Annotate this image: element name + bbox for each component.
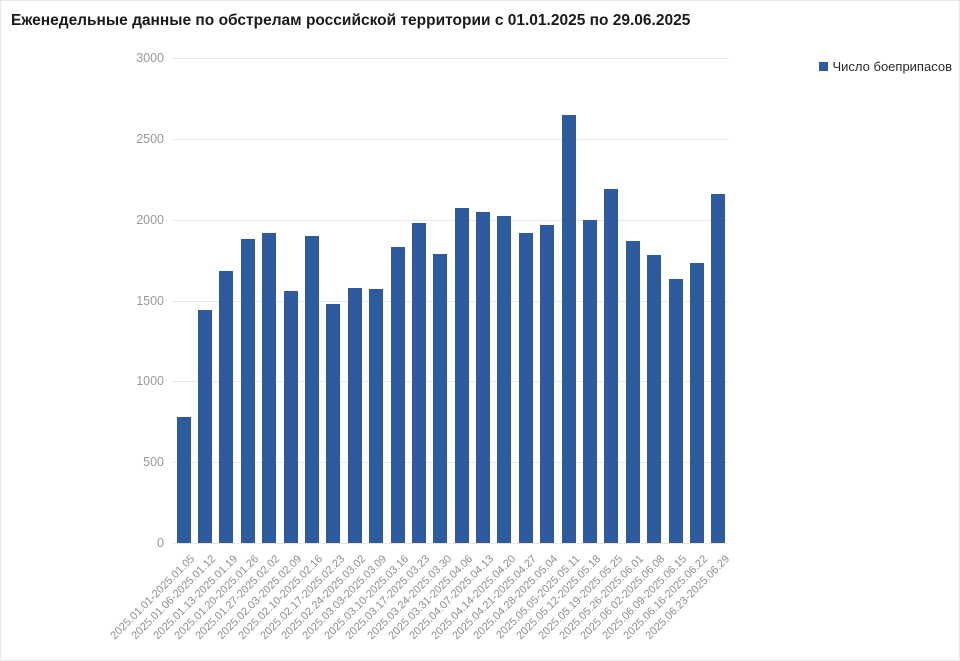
bar-2025.04.28-2025.05.04 (540, 224, 555, 543)
gridline (173, 138, 729, 140)
bar-2025.02.10-2025.02.16 (305, 235, 319, 543)
gridline (173, 543, 729, 544)
bar-2025.01.13-2025.01.19 (219, 271, 234, 543)
bar-2025.03.03-2025.03.09 (369, 289, 384, 543)
gridline (173, 381, 729, 383)
bar-2025.04.07-2025.04.13 (476, 211, 491, 543)
bar-2025.02.17-2025.02.23 (326, 303, 341, 543)
y-axis-tick-label: 2500 (136, 131, 164, 146)
bar-2025.01.06-2025.01.12 (198, 310, 213, 543)
bar-2025.03.31-2025.04.06 (454, 208, 469, 543)
y-axis-tick-label: 1000 (136, 374, 164, 389)
bar-2025.01.20-2025.01.26 (240, 239, 255, 543)
bar-2025.03.17-2025.03.23 (411, 222, 426, 543)
gridline (173, 462, 729, 464)
bar-2025.06.23-2025.06.29 (711, 193, 726, 543)
y-axis-tick-label: 2000 (136, 212, 164, 227)
y-axis-tick-label: 500 (143, 455, 164, 470)
y-axis-tick-label: 3000 (136, 51, 164, 65)
y-axis-tick-label: 1500 (136, 293, 164, 308)
gridline (173, 58, 729, 59)
bar-2025.06.09-2025.06.15 (668, 279, 683, 543)
bar-2025.04.14-2025.04.20 (497, 216, 512, 543)
y-axis-tick-label: 0 (157, 536, 164, 550)
gridline (173, 300, 729, 302)
gridline (173, 219, 729, 221)
bar-2025.05.19-2025.05.25 (604, 188, 619, 543)
bar-2025.06.16-2025.06.22 (689, 263, 704, 543)
bar-2025.03.24-2025.03.30 (433, 253, 448, 543)
legend-swatch-icon (818, 62, 828, 71)
bar-2025.02.24-2025.03.02 (347, 287, 362, 543)
bar-2025.04.21-2025.04.27 (518, 232, 533, 543)
legend: Число боеприпасов (818, 59, 953, 74)
legend-label: Число боеприпасов (832, 59, 953, 74)
bar-2025.06.02-2025.06.08 (647, 255, 662, 543)
bar-2025.03.10-2025.03.16 (390, 247, 405, 543)
bar-2025.05.12-2025.05.18 (583, 219, 597, 543)
bar-2025.05.26-2025.06.01 (625, 240, 640, 543)
bar-2025.01.01-2025.01.05 (176, 416, 191, 543)
bar-2025.01.27-2025.02.02 (262, 232, 277, 543)
bar-2025.02.03-2025.02.09 (283, 290, 298, 543)
plot-area: 0 500 1000 1500 2000 2500 3000 2025.01.01-2025.… (108, 51, 732, 642)
chart-title: Еженедельные данные по обстрелам российс… (11, 12, 691, 29)
bar-2025.05.05-2025.05.11 (561, 114, 576, 543)
